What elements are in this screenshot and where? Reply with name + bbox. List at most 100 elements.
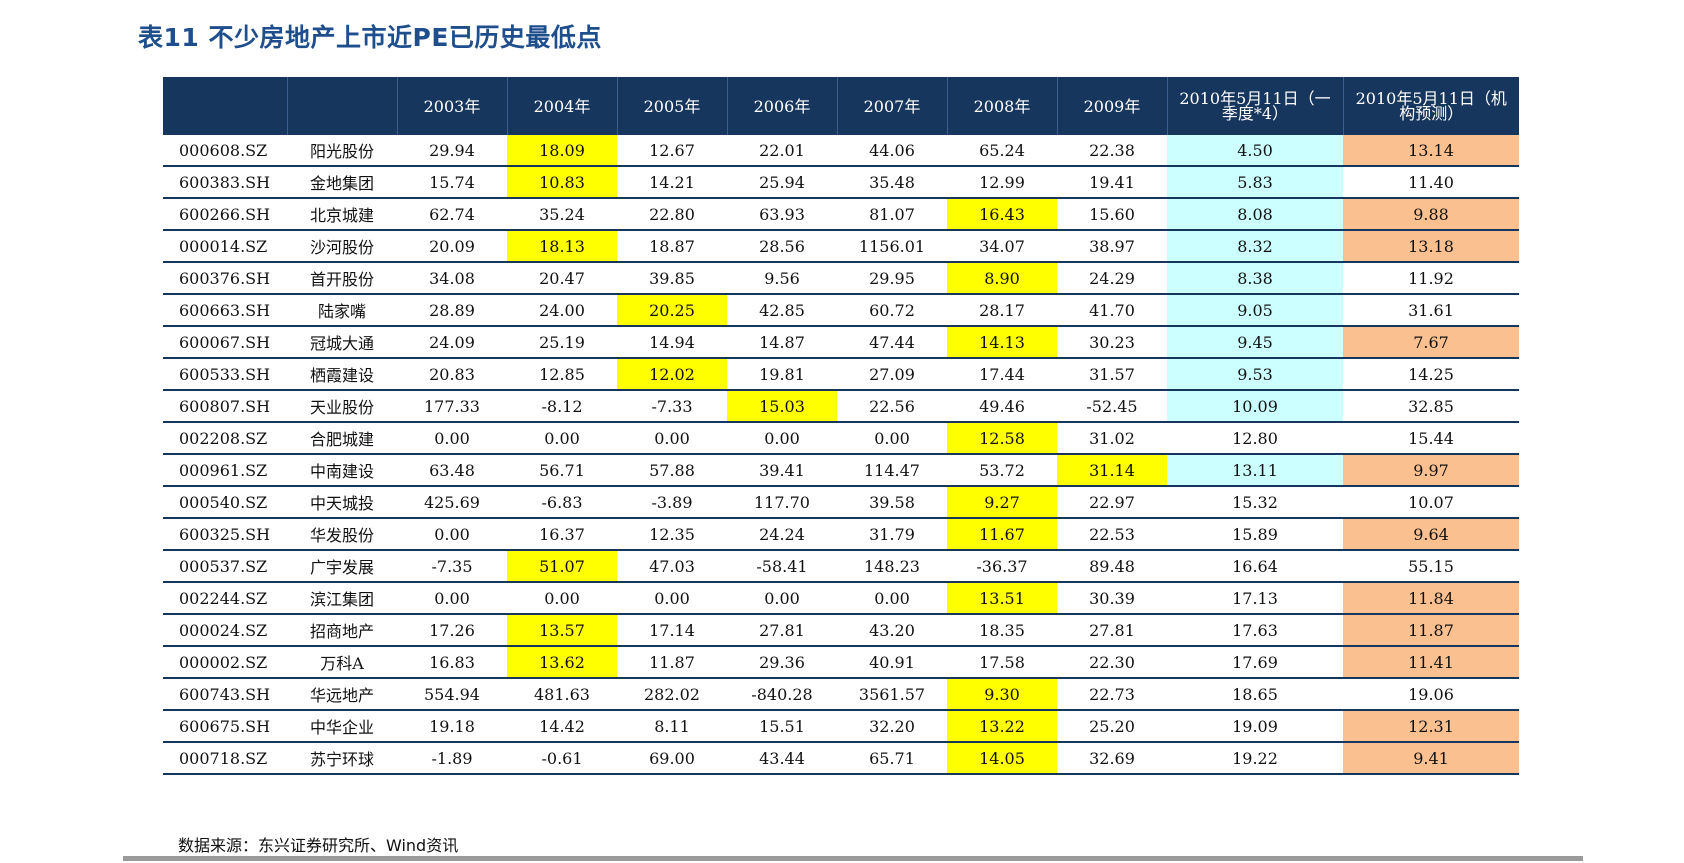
pe-value-cell: 62.74 xyxy=(397,198,507,231)
table-row: 000537.SZ 广宇发展 -7.35 51.07 47.03 -58.41 148.23… xyxy=(163,550,1519,583)
header-2006: 2006年 xyxy=(727,77,838,135)
stock-name-cell: 招商地产 xyxy=(287,614,397,647)
pe-value-cell: 15.74 xyxy=(397,166,507,199)
pe-value-cell: 12.58 xyxy=(947,422,1057,455)
pe-value-cell: -36.37 xyxy=(947,550,1057,583)
pe-value-cell: 43.20 xyxy=(837,614,947,647)
pe-value-cell: 14.42 xyxy=(507,710,617,743)
pe-value-cell: 22.38 xyxy=(1057,135,1167,167)
pe-value-cell: 18.65 xyxy=(1167,678,1343,711)
pe-value-cell: 31.14 xyxy=(1057,454,1167,487)
pe-value-cell: 42.85 xyxy=(727,294,837,327)
table-row: 600325.SH 华发股份 0.00 16.37 12.35 24.24 31.79 11.… xyxy=(163,518,1519,551)
stock-name-cell: 中南建设 xyxy=(287,454,397,487)
table-row: 600675.SH 中华企业 19.18 14.42 8.11 15.51 32.20 13.… xyxy=(163,710,1519,743)
stock-name-cell: 冠城大通 xyxy=(287,326,397,359)
pe-value-cell: 12.35 xyxy=(617,518,727,551)
stock-name-cell: 中华企业 xyxy=(287,710,397,743)
stock-name-cell: 栖霞建设 xyxy=(287,358,397,391)
table-row: 600743.SH 华远地产 554.94 481.63 282.02 -840.28 35… xyxy=(163,678,1519,711)
pe-value-cell: -3.89 xyxy=(617,486,727,519)
header-2008: 2008年 xyxy=(947,77,1058,135)
pe-value-cell: 481.63 xyxy=(507,678,617,711)
pe-value-cell: 11.41 xyxy=(1343,646,1519,679)
pe-value-cell: 0.00 xyxy=(397,518,507,551)
pe-value-cell: 24.09 xyxy=(397,326,507,359)
pe-value-cell: 5.83 xyxy=(1167,166,1343,199)
table-row: 600376.SH 首开股份 34.08 20.47 39.85 9.56 29.95 8.9… xyxy=(163,262,1519,295)
stock-code-cell: 000540.SZ xyxy=(163,486,287,519)
stock-code-cell: 000608.SZ xyxy=(163,135,287,167)
pe-value-cell: 8.38 xyxy=(1167,262,1343,295)
pe-value-cell: 554.94 xyxy=(397,678,507,711)
pe-value-cell: 47.44 xyxy=(837,326,947,359)
stock-name-cell: 首开股份 xyxy=(287,262,397,295)
pe-value-cell: 19.81 xyxy=(727,358,837,391)
pe-value-cell: 114.47 xyxy=(837,454,947,487)
pe-value-cell: 9.05 xyxy=(1167,294,1343,327)
pe-value-cell: 63.93 xyxy=(727,198,837,231)
pe-value-cell: 14.87 xyxy=(727,326,837,359)
pe-value-cell: 9.88 xyxy=(1343,198,1519,231)
table-row: 000540.SZ 中天城投 425.69 -6.83 -3.89 117.70 39.58… xyxy=(163,486,1519,519)
pe-value-cell: 10.09 xyxy=(1167,390,1343,423)
pe-value-cell: 9.30 xyxy=(947,678,1057,711)
pe-value-cell: 20.83 xyxy=(397,358,507,391)
pe-value-cell: 22.01 xyxy=(727,135,837,167)
pe-value-cell: 27.09 xyxy=(837,358,947,391)
pe-value-cell: 13.18 xyxy=(1343,230,1519,263)
pe-value-cell: -7.33 xyxy=(617,390,727,423)
header-2005: 2005年 xyxy=(617,77,728,135)
pe-value-cell: -1.89 xyxy=(397,742,507,775)
table-row: 600807.SH 天业股份 177.33 -8.12 -7.33 15.03 22.56 4… xyxy=(163,390,1519,423)
pe-value-cell: 148.23 xyxy=(837,550,947,583)
pe-value-cell: 14.21 xyxy=(617,166,727,199)
pe-value-cell: 0.00 xyxy=(617,582,727,615)
table-row: 000961.SZ 中南建设 63.48 56.71 57.88 39.41 114.47 5… xyxy=(163,454,1519,487)
header-2010-q1x4: 2010年5月11日（一季度*4） xyxy=(1167,77,1344,135)
pe-value-cell: 9.64 xyxy=(1343,518,1519,551)
pe-value-cell: 22.80 xyxy=(617,198,727,231)
pe-value-cell: 43.44 xyxy=(727,742,837,775)
pe-value-cell: 32.69 xyxy=(1057,742,1167,775)
pe-value-cell: 40.91 xyxy=(837,646,947,679)
header-code xyxy=(163,77,288,135)
pe-value-cell: 28.56 xyxy=(727,230,837,263)
pe-value-cell: 35.48 xyxy=(837,166,947,199)
pe-value-cell: 31.61 xyxy=(1343,294,1519,327)
stock-name-cell: 金地集团 xyxy=(287,166,397,199)
pe-value-cell: 19.41 xyxy=(1057,166,1167,199)
pe-value-cell: 16.83 xyxy=(397,646,507,679)
pe-value-cell: 28.17 xyxy=(947,294,1057,327)
pe-value-cell: 18.35 xyxy=(947,614,1057,647)
pe-value-cell: 32.85 xyxy=(1343,390,1519,423)
header-2010-forecast: 2010年5月11日（机构预测） xyxy=(1343,77,1519,135)
pe-value-cell: 1156.01 xyxy=(837,230,947,263)
pe-value-cell: 81.07 xyxy=(837,198,947,231)
pe-value-cell: 51.07 xyxy=(507,550,617,583)
pe-value-cell: -0.61 xyxy=(507,742,617,775)
pe-value-cell: 14.25 xyxy=(1343,358,1519,391)
pe-value-cell: 17.69 xyxy=(1167,646,1343,679)
stock-name-cell: 滨江集团 xyxy=(287,582,397,615)
pe-value-cell: 4.50 xyxy=(1167,135,1343,167)
stock-code-cell: 600383.SH xyxy=(163,166,287,199)
pe-value-cell: 15.60 xyxy=(1057,198,1167,231)
pe-value-cell: 0.00 xyxy=(397,422,507,455)
pe-value-cell: 0.00 xyxy=(837,422,947,455)
pe-value-cell: 39.41 xyxy=(727,454,837,487)
stock-code-cell: 000718.SZ xyxy=(163,742,287,775)
pe-value-cell: 15.44 xyxy=(1343,422,1519,455)
pe-value-cell: 22.56 xyxy=(837,390,947,423)
stock-code-cell: 600807.SH xyxy=(163,390,287,423)
pe-value-cell: 12.31 xyxy=(1343,710,1519,743)
stock-code-cell: 000002.SZ xyxy=(163,646,287,679)
pe-value-cell: 20.47 xyxy=(507,262,617,295)
stock-code-cell: 600266.SH xyxy=(163,198,287,231)
pe-value-cell: 34.07 xyxy=(947,230,1057,263)
pe-value-cell: 8.90 xyxy=(947,262,1057,295)
table-row: 000718.SZ 苏宁环球 -1.89 -0.61 69.00 43.44 65.71 14… xyxy=(163,742,1519,775)
pe-value-cell: 29.36 xyxy=(727,646,837,679)
stock-name-cell: 天业股份 xyxy=(287,390,397,423)
pe-value-cell: 117.70 xyxy=(727,486,837,519)
